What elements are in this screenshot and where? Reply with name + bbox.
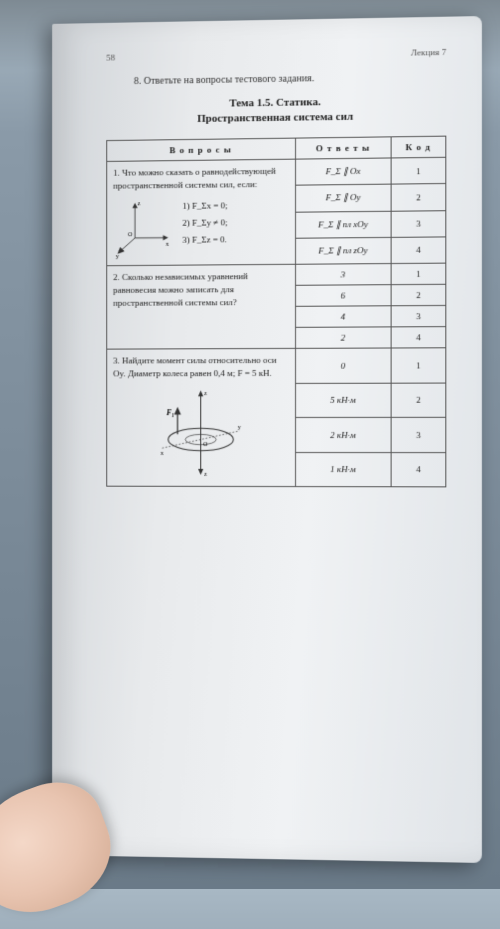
q1-cell: 1. Что можно сказать о равнодействующей … <box>107 159 296 266</box>
q3-cell: 3. Найдите момент силы относительно оси … <box>107 348 296 486</box>
q2-answer1: 3 <box>295 264 390 286</box>
q2-cell: 2. Сколько независимых уравнений равнове… <box>107 264 296 349</box>
axes-diagram-icon: z x y O <box>113 198 174 260</box>
table-row: 2. Сколько независимых уравнений равнове… <box>107 263 446 286</box>
topic-title: Тема 1.5. Статика. <box>106 94 446 111</box>
q2-kode2: 2 <box>391 284 446 305</box>
q1-kode3: 3 <box>391 210 446 237</box>
book-page: 58 Лекция 7 8. Ответьте на вопросы тесто… <box>52 16 482 863</box>
q3-answer1: 0 <box>295 348 390 383</box>
q3-kode4: 4 <box>391 452 446 487</box>
q3-kode3: 3 <box>391 417 446 452</box>
page-number: 58 <box>106 53 115 63</box>
q2-kode3: 3 <box>391 306 446 327</box>
axis-y-label: y <box>116 254 120 260</box>
questions-table: В о п р о с ы О т в е т ы К о д 1. Что м… <box>106 136 446 488</box>
table-row: 3. Найдите момент силы относительно оси … <box>107 348 446 384</box>
q2-kode4: 4 <box>391 327 446 348</box>
q1-kode4: 4 <box>391 237 446 264</box>
wheel-y: y <box>238 425 241 431</box>
q1-answer4: F_Σ ∥ пл zOy <box>295 237 390 264</box>
q2-answer3: 4 <box>295 306 390 328</box>
page-header: 58 Лекция 7 <box>106 47 446 63</box>
q3-kode2: 2 <box>391 383 446 418</box>
q3-answer3: 2 кН·м <box>295 418 390 453</box>
q1-answer3: F_Σ ∥ пл xOy <box>295 211 390 238</box>
topic-subtitle: Пространственная система сил <box>106 109 446 126</box>
q3-answer2: 5 кН·м <box>295 383 390 418</box>
q2-answer4: 2 <box>295 327 390 348</box>
q3-kode1: 1 <box>391 348 446 383</box>
q1-text: 1. Что можно сказать о равнодействующей … <box>113 165 289 193</box>
q1-answer2: F_Σ ∥ Oy <box>295 184 390 211</box>
force-label: F₁ <box>166 409 174 418</box>
table-row: 1. Что можно сказать о равнодействующей … <box>107 157 446 187</box>
header-questions: В о п р о с ы <box>107 138 296 161</box>
wheel-x: x <box>160 451 163 457</box>
task-instruction: 8. Ответьте на вопросы тестового задания… <box>106 71 446 87</box>
origin-label: O <box>128 232 133 238</box>
axis-x-label: x <box>166 242 169 248</box>
axis-z-label: z <box>138 201 141 207</box>
q2-kode1: 1 <box>391 263 446 285</box>
q1-answer1: F_Σ ∥ Ox <box>295 158 390 185</box>
wheel-origin: O <box>203 443 208 449</box>
q1-cond2: 2) F_Σy ≠ 0; <box>182 215 227 232</box>
q1-conditions: 1) F_Σx = 0; 2) F_Σy ≠ 0; 3) F_Σz = 0. <box>182 197 227 259</box>
q1-kode2: 2 <box>391 184 446 211</box>
header-answers: О т в е т ы <box>295 137 390 159</box>
q1-cond1: 1) F_Σx = 0; <box>182 197 227 215</box>
lecture-label: Лекция 7 <box>411 47 446 58</box>
q3-text: 3. Найдите момент силы относительно оси … <box>113 354 289 381</box>
wheel-z-bot: z <box>204 472 207 478</box>
q3-answer4: 1 кН·м <box>295 452 390 487</box>
q1-cond3: 3) F_Σz = 0. <box>182 232 227 249</box>
wheel-diagram-icon: F₁ z z x y O <box>144 386 258 481</box>
q2-answer2: 6 <box>295 285 390 307</box>
wheel-z-top: z <box>204 392 207 398</box>
q1-kode1: 1 <box>391 157 446 184</box>
header-kode: К о д <box>391 136 446 158</box>
